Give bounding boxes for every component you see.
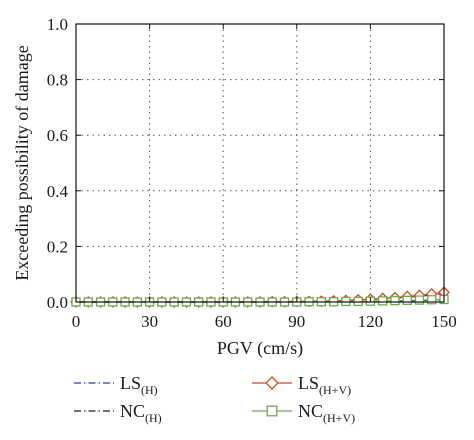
x-tick-label: 150	[431, 312, 457, 331]
legend-label-subscript: (H)	[141, 383, 158, 397]
y-tick-label: 0.4	[47, 182, 69, 201]
legend-marker	[265, 376, 279, 390]
series-point	[427, 295, 437, 305]
x-tick-label: 90	[288, 312, 305, 331]
legend-label: NC(H)	[120, 401, 162, 425]
x-ticks: 0 30 60 90 120 150	[72, 24, 457, 331]
y-ticks: 0.0 0.2 0.4 0.6 0.8 1.0	[47, 15, 444, 312]
legend-label: LS(H)	[120, 373, 158, 397]
legend-item: NC(H)	[74, 401, 162, 425]
grid	[76, 24, 444, 302]
x-tick-label: 0	[72, 312, 81, 331]
series-point	[378, 296, 388, 306]
plot-frame	[75, 23, 445, 303]
x-tick-label: 60	[215, 312, 232, 331]
legend-item: NC(H+V)	[252, 401, 355, 425]
y-tick-label: 1.0	[47, 15, 68, 34]
legend-label-subscript: (H+V)	[319, 383, 351, 397]
legend-item: LS(H+V)	[252, 373, 351, 397]
legend-item: LS(H)	[74, 373, 158, 397]
series-point	[414, 295, 425, 305]
x-axis-title: PGV (cm/s)	[217, 338, 303, 359]
legend-marker	[266, 405, 278, 417]
legend-label-subscript: (H)	[145, 411, 162, 425]
legend-label-main: LS	[120, 373, 141, 393]
y-tick-label: 0.0	[47, 293, 68, 312]
legend-label-main: LS	[298, 373, 319, 393]
series-layer	[70, 286, 450, 308]
legend-label: NC(H+V)	[298, 401, 355, 425]
y-tick-label: 0.6	[47, 126, 68, 145]
legend-label: LS(H+V)	[298, 373, 351, 397]
x-tick-label: 120	[358, 312, 384, 331]
x-tick-label: 30	[141, 312, 158, 331]
legend-label-subscript: (H+V)	[323, 411, 355, 425]
series-point	[390, 295, 400, 306]
legend-label-main: NC	[120, 401, 145, 421]
legend-label-main: NC	[298, 401, 323, 421]
y-axis-title: Exceeding possibility of damage	[12, 45, 32, 280]
legend: LS(H)NC(H)LS(H+V)NC(H+V)	[74, 373, 355, 425]
y-tick-label: 0.2	[47, 237, 68, 256]
y-tick-label: 0.8	[47, 71, 68, 90]
series-point	[402, 295, 412, 305]
